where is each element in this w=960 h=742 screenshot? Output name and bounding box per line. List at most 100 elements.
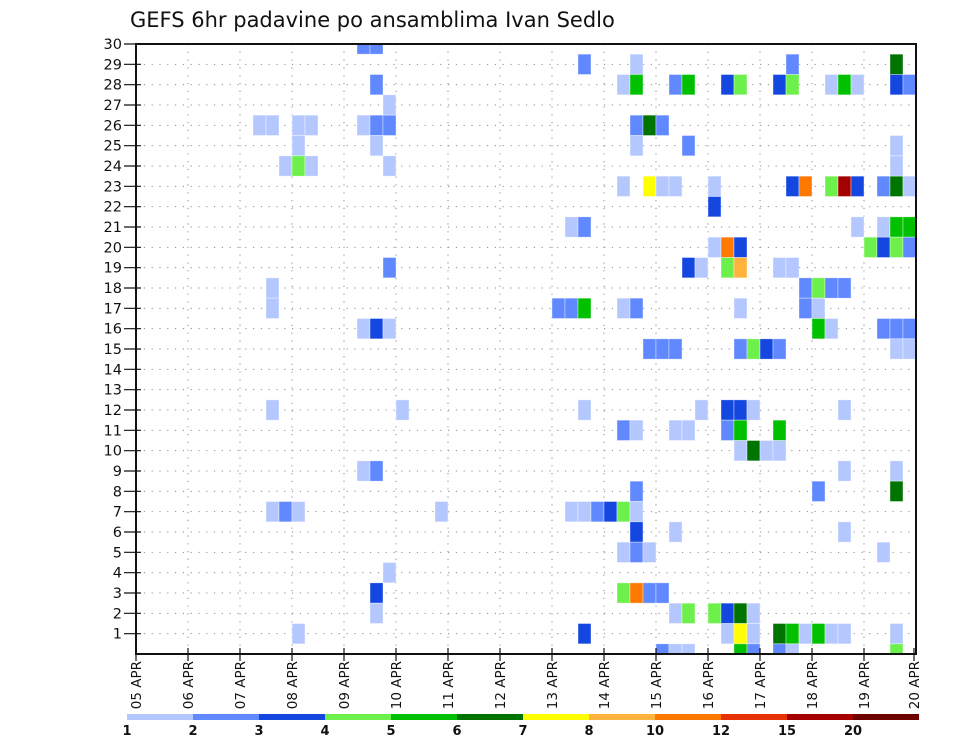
y-tick-label: 24 (104, 159, 122, 175)
colorbar-label: 12 (712, 724, 730, 739)
colorbar-segment (655, 714, 721, 720)
heatmap-cell (811, 623, 826, 645)
heatmap-cell (902, 338, 916, 360)
heatmap-cell (681, 135, 696, 157)
heatmap-cell (694, 399, 709, 421)
colorbar-label: 5 (386, 724, 395, 739)
x-tick-label: 16 APR (701, 661, 717, 709)
colorbar-segment (391, 714, 457, 720)
heatmap-cell (707, 196, 722, 218)
heatmap-cell (603, 501, 618, 523)
y-tick-label: 10 (104, 444, 122, 460)
heatmap-cell (837, 623, 852, 645)
colorbar-label: 1 (122, 724, 131, 739)
heatmap-cell (642, 175, 657, 197)
heatmap-cell (889, 53, 904, 75)
y-tick-label: 3 (113, 586, 122, 602)
heatmap-cell (369, 602, 384, 624)
heatmap-cell (772, 623, 787, 645)
heatmap-cell (577, 53, 592, 75)
y-tick-label: 26 (104, 118, 122, 134)
heatmap-cell (733, 74, 748, 96)
colorbar-label: 2 (188, 724, 197, 739)
heatmap-cell (785, 53, 800, 75)
heatmap-cell (564, 297, 579, 319)
heatmap-cell (668, 74, 683, 96)
heatmap-cell (265, 399, 280, 421)
heatmap-cell (772, 74, 787, 96)
heatmap-cell (252, 114, 267, 136)
heatmap-cell (655, 175, 670, 197)
heatmap-cell (902, 236, 916, 258)
colorbar-segment (325, 714, 391, 720)
colorbar-label: 3 (254, 724, 263, 739)
heatmap-cell (577, 297, 592, 319)
colorbar-segment (787, 714, 853, 720)
heatmap-cell (616, 419, 631, 441)
heatmap-cells (252, 44, 916, 654)
y-tick-label: 16 (104, 322, 122, 338)
colorbar-label: 7 (518, 724, 527, 739)
heatmap-cell (616, 74, 631, 96)
heatmap-cell (265, 501, 280, 523)
heatmap-cell (356, 318, 371, 340)
heatmap-cell (733, 297, 748, 319)
heatmap-cell (668, 602, 683, 624)
heatmap-cell (733, 257, 748, 279)
heatmap-cell (811, 277, 826, 299)
heatmap-cell (811, 318, 826, 340)
y-tick-label: 13 (104, 383, 122, 399)
heatmap-cell (629, 521, 644, 543)
heatmap-cell (395, 399, 410, 421)
heatmap-cell (304, 155, 319, 177)
heatmap-cell (629, 74, 644, 96)
heatmap-cell (356, 114, 371, 136)
heatmap-cell (746, 399, 761, 421)
y-tick-label: 15 (104, 342, 122, 358)
colorbar-label: 10 (646, 724, 664, 739)
y-tick-label: 14 (104, 362, 122, 378)
heatmap-cell (733, 440, 748, 462)
colorbar-segment (457, 714, 523, 720)
heatmap-cell (733, 236, 748, 258)
colorbar-label: 4 (320, 724, 329, 739)
heatmap-cell (369, 460, 384, 482)
y-tick-label: 11 (104, 423, 122, 439)
y-tick-label: 28 (104, 78, 122, 94)
heatmap-cell (889, 236, 904, 258)
x-tick-label: 15 APR (649, 661, 665, 709)
heatmap-cell (642, 582, 657, 604)
heatmap-cell (564, 216, 579, 238)
heatmap-cell (863, 236, 878, 258)
heatmap-cell (720, 623, 735, 645)
heatmap-cell (629, 297, 644, 319)
heatmap-cell (577, 216, 592, 238)
colorbar-label: 8 (584, 724, 593, 739)
heatmap-cell (785, 257, 800, 279)
heatmap-cell (889, 135, 904, 157)
heatmap-cell (291, 623, 306, 645)
colorbar: 1 2 3 4 5 6 7 8 10 12 15 20 (122, 714, 919, 739)
heatmap-cell (824, 318, 839, 340)
heatmap-cell (798, 623, 813, 645)
heatmap-cell (837, 460, 852, 482)
heatmap-cell (629, 582, 644, 604)
x-tick-label: 20 APR (907, 661, 923, 709)
heatmap-cell (746, 602, 761, 624)
heatmap-cell (798, 175, 813, 197)
heatmap-cell (369, 114, 384, 136)
heatmap-cell (382, 257, 397, 279)
heatmap-cell (850, 74, 865, 96)
heatmap-cell (616, 501, 631, 523)
x-tick-label: 08 APR (285, 661, 301, 709)
y-tick-label: 2 (113, 606, 122, 622)
x-tick-label: 09 APR (337, 661, 353, 709)
heatmap-cell (811, 297, 826, 319)
heatmap-cell (707, 175, 722, 197)
heatmap-cell (720, 399, 735, 421)
heatmap-cell (590, 501, 605, 523)
heatmap-cell (772, 338, 787, 360)
heatmap-cell (824, 623, 839, 645)
heatmap-cell (850, 175, 865, 197)
heatmap-cell (668, 175, 683, 197)
